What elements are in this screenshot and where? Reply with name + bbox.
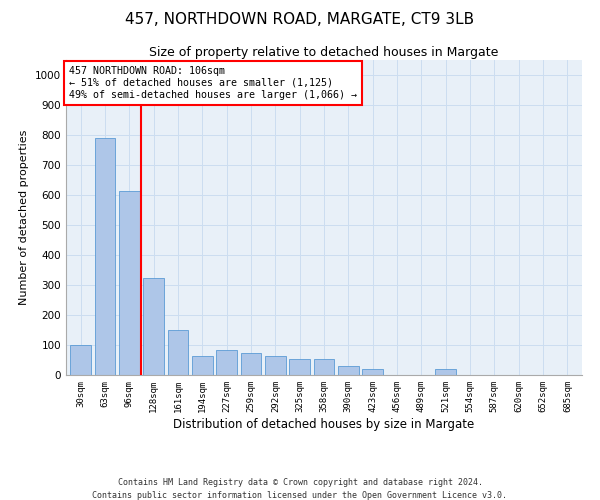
Text: 457 NORTHDOWN ROAD: 106sqm
← 51% of detached houses are smaller (1,125)
49% of s: 457 NORTHDOWN ROAD: 106sqm ← 51% of deta… <box>68 66 356 100</box>
Bar <box>362 369 383 375</box>
Bar <box>167 330 188 375</box>
X-axis label: Distribution of detached houses by size in Margate: Distribution of detached houses by size … <box>173 418 475 430</box>
Bar <box>265 356 286 375</box>
Bar <box>70 345 91 375</box>
Bar <box>216 350 237 375</box>
Bar <box>338 366 359 375</box>
Bar <box>436 369 456 375</box>
Y-axis label: Number of detached properties: Number of detached properties <box>19 130 29 305</box>
Bar <box>192 356 212 375</box>
Bar <box>95 138 115 375</box>
Text: 457, NORTHDOWN ROAD, MARGATE, CT9 3LB: 457, NORTHDOWN ROAD, MARGATE, CT9 3LB <box>125 12 475 28</box>
Bar <box>119 190 140 375</box>
Bar <box>289 358 310 375</box>
Title: Size of property relative to detached houses in Margate: Size of property relative to detached ho… <box>149 46 499 59</box>
Text: Contains HM Land Registry data © Crown copyright and database right 2024.
Contai: Contains HM Land Registry data © Crown c… <box>92 478 508 500</box>
Bar <box>314 358 334 375</box>
Bar <box>241 352 262 375</box>
Bar <box>143 278 164 375</box>
